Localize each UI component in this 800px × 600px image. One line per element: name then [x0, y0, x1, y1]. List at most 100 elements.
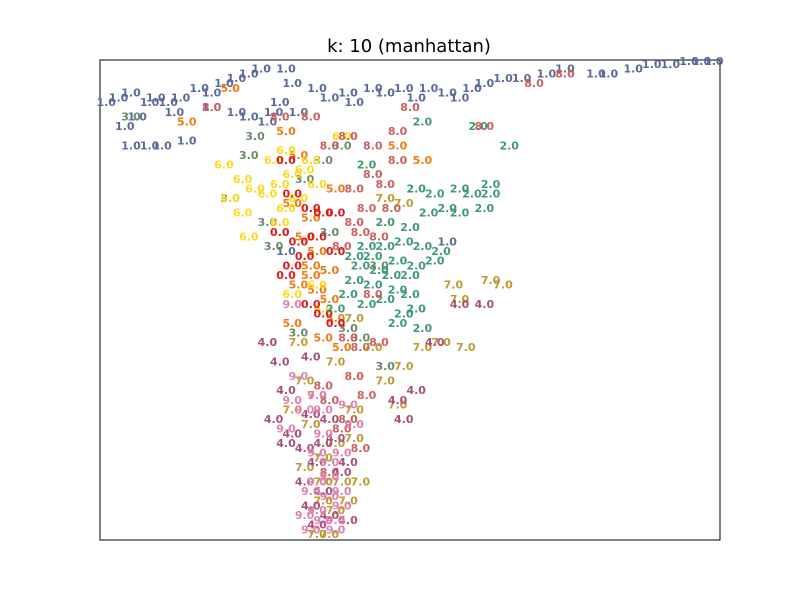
point-label: 9.0 — [326, 514, 346, 527]
point-label: 7.0 — [450, 293, 470, 306]
point-label: 0.0 — [313, 307, 333, 320]
point-label: 7.0 — [394, 197, 414, 210]
point-label: 1.0 — [121, 139, 141, 152]
point-label: 1.0 — [437, 235, 457, 248]
point-label: 8.0 — [363, 168, 383, 181]
point-label: 2.0 — [425, 187, 445, 200]
point-label: 3.0 — [121, 111, 141, 124]
point-label: 1.0 — [251, 63, 271, 76]
point-label: 4.0 — [388, 394, 408, 407]
point-label: 1.0 — [202, 101, 222, 114]
point-label: 9.0 — [320, 490, 340, 503]
point-label: 8.0 — [351, 442, 371, 455]
point-label: 8.0 — [320, 466, 340, 479]
point-label: 7.0 — [338, 495, 358, 508]
point-label: 7.0 — [375, 375, 395, 388]
point-label: 3.0 — [220, 192, 240, 205]
point-label: 6.0 — [276, 144, 296, 157]
point-label: 5.0 — [289, 279, 309, 292]
point-label: 4.0 — [320, 509, 340, 522]
point-label: 9.0 — [307, 504, 327, 517]
point-label: 4.0 — [332, 466, 352, 479]
point-label: 4.0 — [307, 456, 327, 469]
point-label: 1.0 — [437, 87, 457, 100]
point-label: 7.0 — [444, 279, 464, 292]
point-label: 7.0 — [320, 528, 340, 541]
point-label: 4.0 — [394, 413, 414, 426]
point-label: 4.0 — [450, 298, 470, 311]
point-label: 8.0 — [338, 331, 358, 344]
point-label: 8.0 — [357, 389, 377, 402]
point-label: 8.0 — [344, 183, 364, 196]
point-label: 8.0 — [400, 101, 420, 114]
point-label: 1.0 — [289, 106, 309, 119]
point-label: 1.0 — [227, 72, 247, 85]
point-label: 9.0 — [344, 418, 364, 431]
point-label: 3.0 — [351, 331, 371, 344]
point-label: 8.0 — [357, 202, 377, 215]
point-label: 2.0 — [388, 283, 408, 296]
point-label: 2.0 — [468, 120, 488, 133]
point-label: 5.0 — [413, 154, 433, 167]
point-label: 5.0 — [326, 183, 346, 196]
point-label: 3.0 — [375, 360, 395, 373]
point-label: 1.0 — [704, 55, 724, 68]
point-label: 1.0 — [282, 77, 302, 90]
point-label: 2.0 — [431, 245, 451, 258]
point-label: 4.0 — [301, 408, 321, 421]
point-label: 6.0 — [258, 187, 278, 200]
chart-title: k: 10 (manhattan) — [327, 36, 491, 57]
point-label: 1.0 — [599, 67, 619, 80]
point-label: 1.0 — [406, 91, 426, 104]
point-label: 2.0 — [462, 187, 482, 200]
point-label: 6.0 — [301, 154, 321, 167]
point-label: 1.0 — [264, 106, 284, 119]
point-label: 2.0 — [450, 207, 470, 220]
point-label: 2.0 — [400, 269, 420, 282]
point-label: 2.0 — [413, 240, 433, 253]
point-label: 3.0 — [245, 130, 265, 143]
point-label: 9.0 — [282, 298, 302, 311]
point-label: 7.0 — [313, 495, 333, 508]
point-label: 0.0 — [282, 187, 302, 200]
point-label: 4.0 — [313, 437, 333, 450]
point-label: 2.0 — [344, 274, 364, 287]
point-label: 9.0 — [313, 514, 333, 527]
point-label: 2.0 — [388, 317, 408, 330]
point-label: 2.0 — [413, 115, 433, 128]
point-label: 3.0 — [369, 259, 389, 272]
point-label: 5.0 — [301, 211, 321, 224]
point-label: 2.0 — [375, 240, 395, 253]
point-label: 1.0 — [642, 58, 662, 71]
point-label: 2.0 — [400, 288, 420, 301]
point-label: 1.0 — [623, 63, 643, 76]
point-label: 8.0 — [338, 413, 358, 426]
point-label: 4.0 — [282, 427, 302, 440]
point-label: 3.0 — [313, 154, 333, 167]
point-label: 1.0 — [109, 91, 129, 104]
point-label: 9.0 — [295, 403, 315, 416]
point-label: 4.0 — [295, 475, 315, 488]
point-label: 6.0 — [289, 192, 309, 205]
point-label: 2.0 — [450, 183, 470, 196]
point-label: 8.0 — [344, 370, 364, 383]
point-label: 7.0 — [375, 192, 395, 205]
point-label: 0.0 — [326, 317, 346, 330]
point-label: 7.0 — [344, 312, 364, 325]
point-label: 4.0 — [406, 384, 426, 397]
point-label: 7.0 — [301, 418, 321, 431]
point-label: 6.0 — [307, 178, 327, 191]
point-label: 4.0 — [338, 514, 358, 527]
point-label: 7.0 — [313, 475, 333, 488]
point-label: 7.0 — [289, 336, 309, 349]
point-label: 2.0 — [357, 240, 377, 253]
point-label: 2.0 — [375, 293, 395, 306]
point-label: 9.0 — [332, 485, 352, 498]
point-label: 6.0 — [282, 288, 302, 301]
point-label: 7.0 — [413, 341, 433, 354]
point-label: 9.0 — [326, 523, 346, 536]
point-label: 6.0 — [245, 183, 265, 196]
point-label: 5.0 — [313, 331, 333, 344]
point-label: 4.0 — [276, 384, 296, 397]
point-label: 8.0 — [363, 139, 383, 152]
